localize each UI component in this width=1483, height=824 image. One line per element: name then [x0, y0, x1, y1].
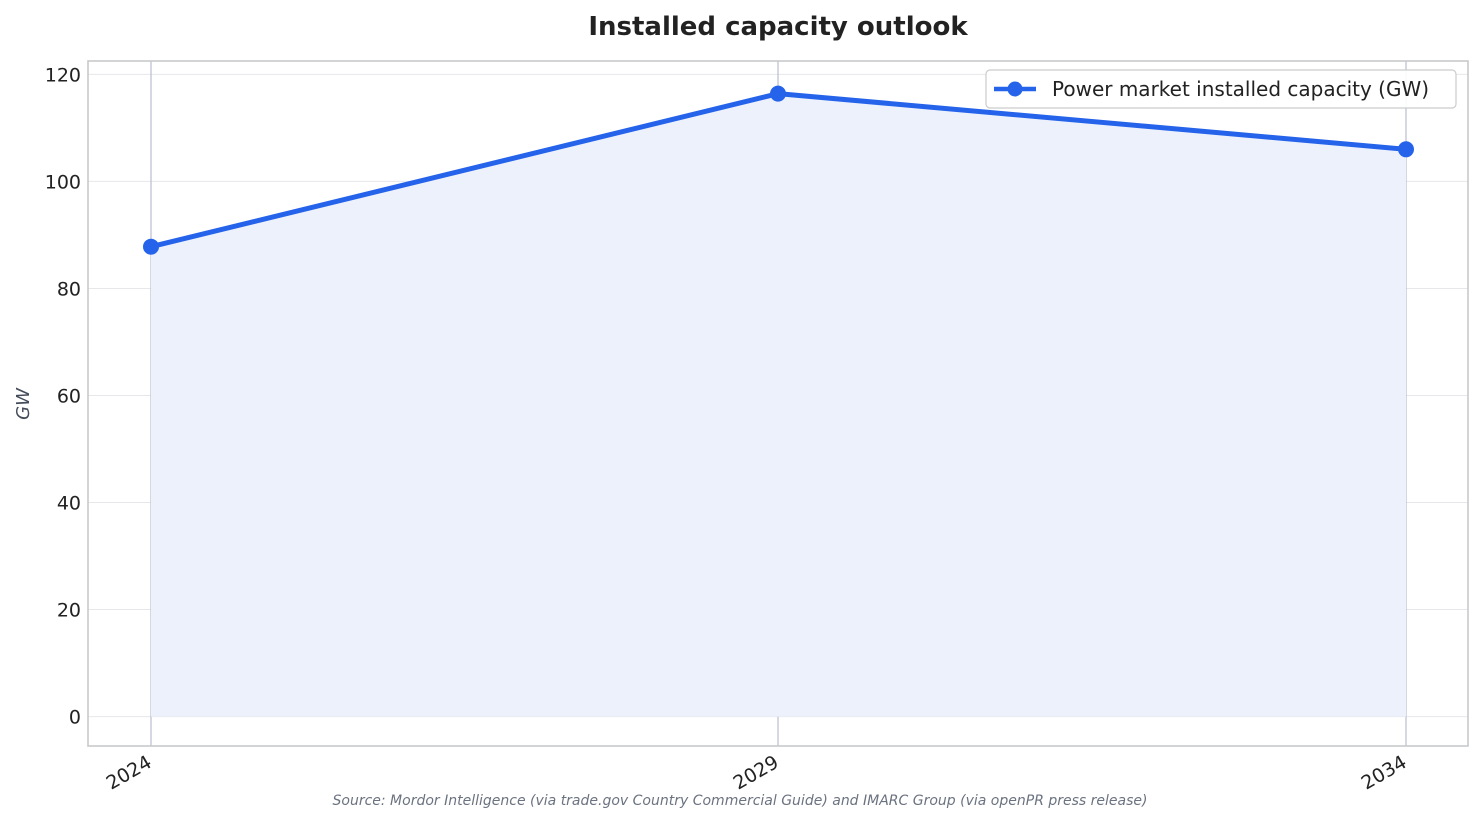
y-tick-label: 100	[45, 171, 81, 193]
plot-frame	[87, 60, 1469, 747]
source-note: Source: Mordor Intelligence (via trade.g…	[333, 793, 1148, 809]
data-point	[1398, 141, 1414, 158]
y-axis-ticks: 0 20 40 60 80 100 120	[45, 64, 81, 728]
x-tick-label: 2029	[730, 751, 783, 794]
x-tick-label: 2034	[1358, 751, 1411, 794]
legend-box	[985, 69, 1457, 109]
y-axis-label: GW	[13, 387, 34, 420]
chart-title: Installed capacity outlook	[588, 12, 968, 42]
y-tick-label: 20	[57, 600, 81, 622]
y-tick-label: 40	[57, 493, 81, 515]
legend-entry: Power market installed capacity (GW)	[1052, 77, 1429, 101]
data-point	[143, 238, 159, 255]
x-axis-ticks: 2024 2029 2034	[103, 751, 1411, 794]
data-points	[143, 85, 1414, 255]
data-point	[770, 85, 786, 102]
y-tick-label: 80	[57, 278, 81, 300]
series-area-fill	[151, 93, 1406, 717]
legend: Power market installed capacity (GW)	[985, 69, 1457, 109]
y-tick-label: 120	[45, 64, 81, 86]
x-tick-label: 2024	[103, 751, 156, 794]
legend-marker	[1007, 81, 1023, 97]
y-tick-label: 0	[69, 707, 81, 729]
y-tick-label: 60	[57, 385, 81, 407]
